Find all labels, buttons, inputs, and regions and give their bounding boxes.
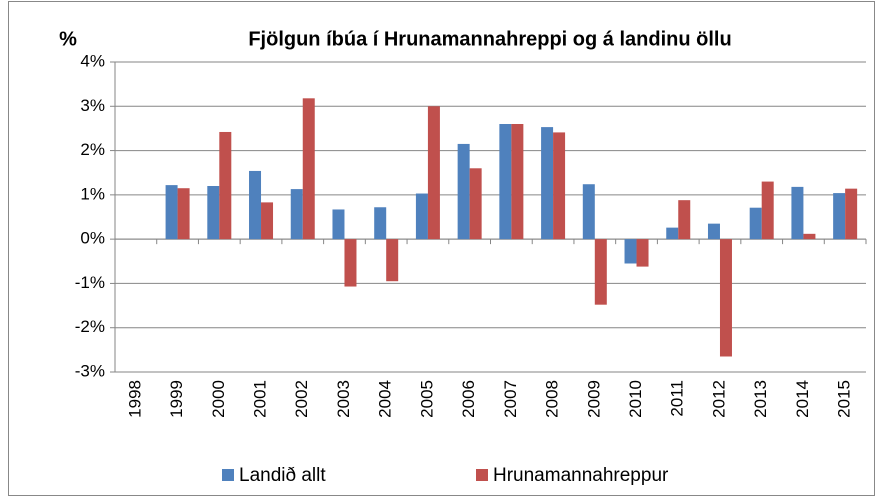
bar: [594, 239, 607, 305]
y-axis-label: %: [59, 28, 77, 50]
bar: [415, 193, 428, 240]
x-tick-label: 2014: [793, 380, 812, 418]
y-tick-label: 1%: [80, 184, 105, 203]
x-tick-label: 2007: [501, 380, 520, 418]
x-tick-label: 2009: [584, 380, 603, 418]
bar: [332, 209, 345, 240]
x-tick-label: 2011: [668, 380, 687, 417]
x-tick-label: 2012: [709, 380, 728, 418]
y-tick-label: -1%: [75, 273, 105, 292]
bar: [165, 185, 178, 240]
bar: [219, 131, 232, 240]
x-tick-label: 2013: [751, 380, 770, 418]
y-tick-label: 0%: [80, 229, 105, 248]
y-tick-label: -3%: [75, 361, 105, 380]
bar: [374, 207, 387, 240]
x-tick-label: 1998: [125, 380, 144, 418]
legend-label: Landið allt: [239, 465, 326, 486]
bar: [761, 181, 774, 240]
bar: [666, 227, 679, 240]
x-tick-label: 2015: [835, 380, 854, 418]
bar: [749, 207, 762, 240]
y-tick-label: 4%: [80, 51, 105, 70]
bar: [636, 239, 649, 267]
x-tick-label: 2006: [459, 380, 478, 418]
bar: [845, 188, 858, 240]
x-tick-label: 1999: [167, 380, 186, 418]
y-tick-label: 2%: [80, 140, 105, 159]
bar: [207, 186, 220, 240]
bar: [177, 188, 190, 240]
bar: [261, 202, 274, 240]
x-tick-label: 2008: [543, 380, 562, 418]
bar: [803, 233, 816, 240]
y-tick-label: -2%: [75, 317, 105, 336]
bar: [624, 239, 637, 264]
bar: [707, 223, 720, 240]
bar: [582, 184, 595, 240]
y-tick-label: 3%: [80, 96, 105, 115]
bar: [553, 132, 566, 240]
legend-swatch: [476, 469, 488, 481]
bar: [249, 170, 262, 240]
bar: [457, 143, 470, 240]
bar: [499, 124, 512, 240]
bar: [791, 186, 804, 240]
chart-border: [8, 1, 875, 496]
bar: [469, 168, 482, 240]
bar: [541, 127, 554, 240]
bar: [386, 239, 399, 282]
bar: [344, 239, 357, 287]
bar: [290, 189, 303, 240]
bar: [719, 239, 732, 357]
bar: [678, 200, 691, 240]
chart-title: Fjölgun íbúa í Hrunamannahreppi og á lan…: [248, 28, 731, 50]
x-tick-label: 2003: [334, 380, 353, 418]
x-tick-label: 2002: [292, 380, 311, 418]
x-tick-label: 2000: [209, 380, 228, 418]
bar: [833, 193, 846, 240]
bar: [302, 98, 315, 240]
x-tick-label: 2005: [417, 380, 436, 418]
legend-label: Hrunamannahreppur: [493, 465, 669, 486]
bar: [511, 124, 524, 240]
x-tick-label: 2004: [376, 380, 395, 418]
x-tick-label: 2010: [626, 380, 645, 418]
x-tick-label: 2001: [251, 380, 270, 418]
legend-swatch: [222, 469, 234, 481]
bar: [427, 106, 440, 240]
